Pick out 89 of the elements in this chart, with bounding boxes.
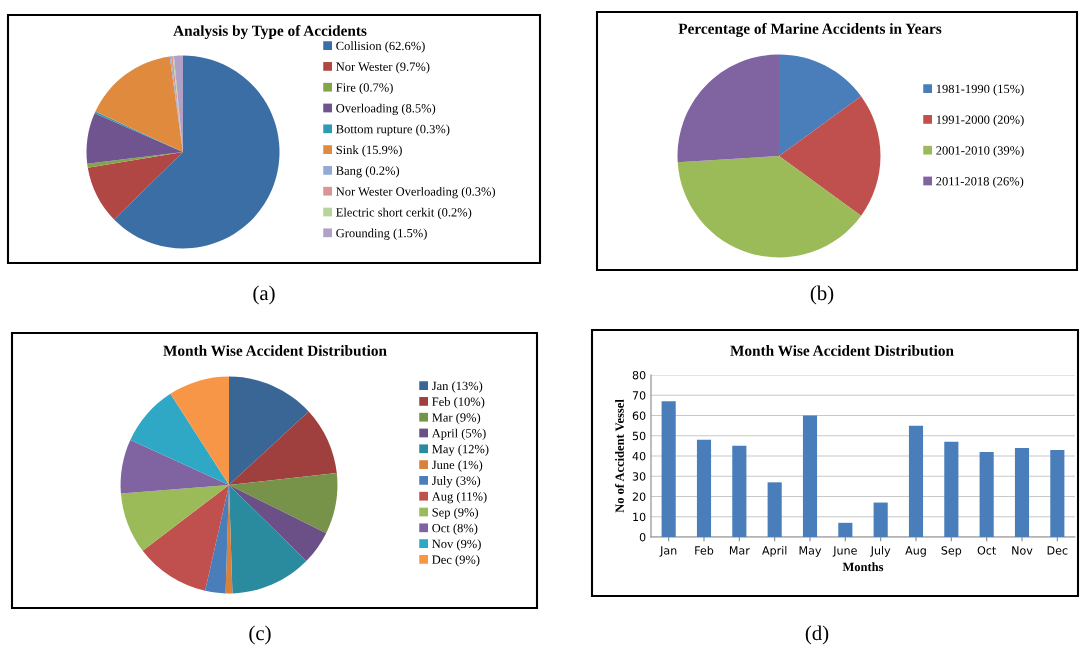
legend-label: Sep (9%) <box>432 507 479 520</box>
legend-label: May (12%) <box>432 444 489 456</box>
pie-slice <box>229 485 307 594</box>
pie-slice <box>677 54 779 163</box>
x-tick-label: Sep <box>941 546 962 557</box>
legend-label: Grounding (1.5%) <box>336 228 427 240</box>
legend-label: Bottom rupture (0.3%) <box>336 124 450 136</box>
y-tick-label: 10 <box>633 512 646 522</box>
y-tick-label: 20 <box>632 492 646 501</box>
legend-label: Nor Wester Overloading (0.3%) <box>336 186 496 199</box>
legend-label: Overloading (8.5%) <box>336 103 436 116</box>
x-tick-label: July <box>870 546 891 557</box>
legend-label: Jan (13%) <box>432 381 483 393</box>
chart-title: Percentage of Marine Accidents in Years <box>678 22 942 38</box>
x-tick-label: April <box>762 546 787 557</box>
x-tick-label: June <box>832 546 857 557</box>
x-tick-label: Dec <box>1047 546 1068 555</box>
legend-label: Sink (15.9%) <box>336 145 402 157</box>
bar <box>696 439 712 537</box>
pie-slice <box>142 485 229 591</box>
pie-slice <box>130 393 229 485</box>
x-tick-label: May <box>799 546 822 557</box>
legend-label: 2001-2010 (39%) <box>936 145 1024 158</box>
x-tick-label: Aug <box>905 546 926 557</box>
x-tick-label: Jan <box>659 546 677 557</box>
pie-slice <box>677 156 862 258</box>
pie-slice <box>114 55 280 249</box>
bar <box>873 502 888 537</box>
pie-slice <box>95 56 183 152</box>
y-tick-label: 0 <box>639 532 646 542</box>
chart-title: Month Wise Accident Distribution <box>163 345 387 356</box>
bar <box>1050 449 1065 537</box>
y-axis-title: No of Accident Vessel <box>614 399 624 513</box>
legend-label: Nov (9%) <box>432 539 481 551</box>
bar <box>802 415 818 537</box>
legend-label: 1991-2000 (20%) <box>936 115 1024 127</box>
legend-label: Fire (0.7%) <box>336 82 393 95</box>
y-tick-label: 80 <box>632 370 646 380</box>
y-tick-label: 30 <box>632 472 646 481</box>
bar <box>1014 447 1030 537</box>
y-tick-label: 60 <box>632 411 646 420</box>
text: (c) <box>249 625 271 645</box>
y-tick-label: 40 <box>632 451 646 461</box>
bar <box>838 522 853 537</box>
y-tick-label: 50 <box>632 431 646 441</box>
legend-label: Dec (9%) <box>432 555 480 567</box>
legend-label: Collision (62.6%) <box>336 41 425 53</box>
text: (a) <box>253 285 275 305</box>
pie-slice <box>86 113 183 164</box>
pie-slice <box>779 96 881 216</box>
legend-label: Oct (8%) <box>432 523 478 535</box>
chart-title: Month Wise Accident Distribution <box>730 345 954 356</box>
bar <box>944 441 959 537</box>
y-tick-label: 70 <box>632 391 646 400</box>
legend-label: Feb (10%) <box>432 397 485 409</box>
pie-slice <box>229 376 309 485</box>
text: Analysis by Type of Accidents <box>173 24 367 40</box>
legend-label: July (3%) <box>432 476 481 488</box>
x-tick-label: Mar <box>729 546 750 555</box>
pie-slice <box>120 485 229 551</box>
text: (d) <box>805 625 829 645</box>
pie-slice <box>229 472 338 534</box>
legend-label: Mar (9%) <box>432 412 481 425</box>
legend-label: Bang (0.2%) <box>336 166 400 178</box>
bar <box>661 401 676 537</box>
pie-slice <box>87 152 183 220</box>
bar <box>908 425 924 537</box>
text: (b) <box>810 285 834 305</box>
legend-label: 1981-1990 (15%) <box>936 84 1024 96</box>
bar <box>732 445 747 537</box>
x-tick-label: Feb <box>695 546 714 555</box>
pie-slice <box>229 485 327 562</box>
legend-label: April (5%) <box>431 428 486 441</box>
pie-slice <box>87 152 183 168</box>
pie-slice <box>779 54 862 156</box>
x-tick-label: Nov <box>1012 546 1033 555</box>
legend-label: Nor Wester (9.7%) <box>336 62 430 74</box>
pie-slice <box>120 439 229 494</box>
legend-label: June (1%) <box>432 460 483 472</box>
pie-slice <box>170 376 229 485</box>
bar <box>767 482 782 537</box>
pie-slice <box>229 411 337 485</box>
legend-label: 2011-2018 (26%) <box>936 176 1024 189</box>
x-tick-label: Oct <box>977 546 997 555</box>
legend-label: Aug (11%) <box>431 491 487 504</box>
bar <box>979 451 994 537</box>
legend-label: Electric short cerkit (0.2%) <box>336 207 472 220</box>
pie-slice <box>205 485 229 594</box>
x-axis-title: Months <box>842 562 884 572</box>
